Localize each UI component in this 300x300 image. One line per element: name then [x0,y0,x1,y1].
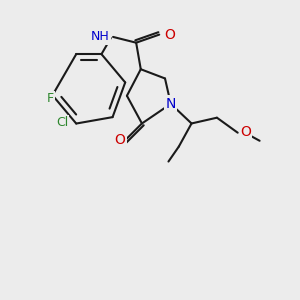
Text: O: O [240,124,251,139]
Text: NH: NH [91,30,110,44]
Text: O: O [115,133,125,147]
Text: N: N [166,97,176,111]
Text: F: F [46,92,54,105]
Text: Cl: Cl [56,116,68,129]
Text: O: O [164,28,175,42]
